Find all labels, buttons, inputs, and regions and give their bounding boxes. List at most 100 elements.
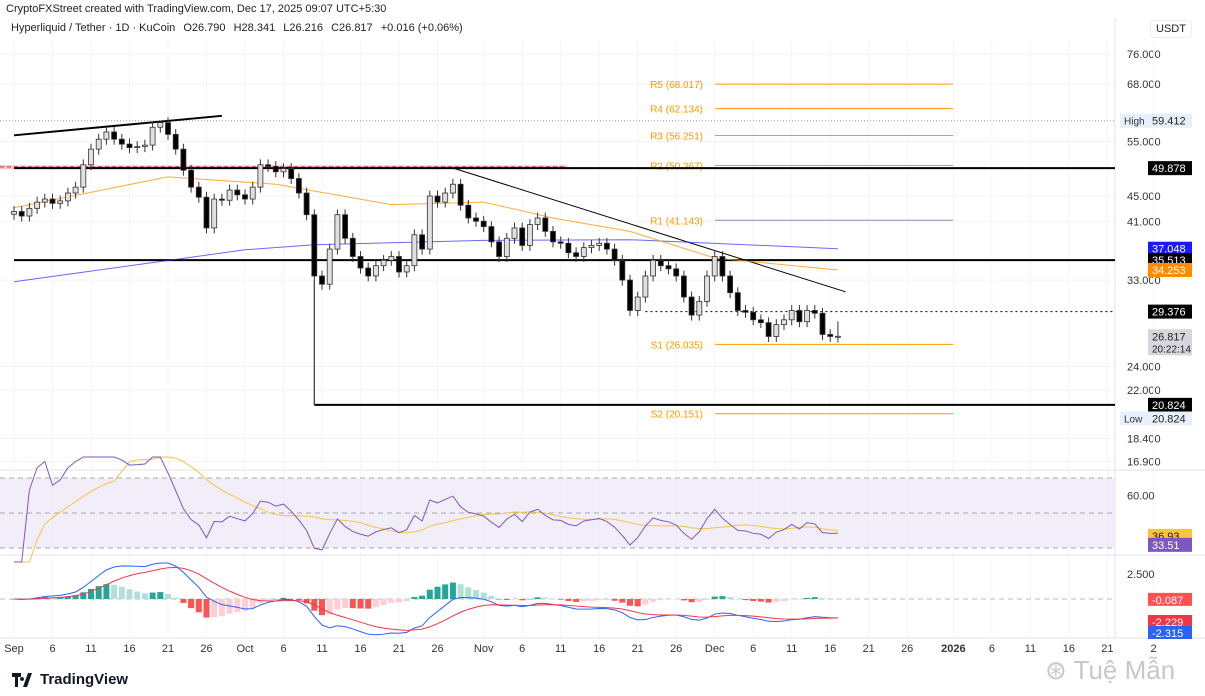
pivot-label-S1: S1 (26.035): [651, 340, 703, 351]
candle: [596, 242, 603, 246]
macd-histogram-bar: [342, 599, 349, 609]
ohlc-change: +0.016 (+0.06%): [380, 22, 463, 34]
candle: [773, 324, 780, 337]
candle: [272, 165, 279, 173]
macd-histogram-bar: [642, 599, 649, 605]
macd-histogram-value: -0.087: [1152, 595, 1183, 607]
macd-histogram-bar: [64, 596, 71, 599]
macd-histogram-bar: [180, 599, 187, 603]
y-tick-label: 33.000: [1127, 275, 1161, 287]
x-tick-label: 26: [200, 643, 212, 655]
currency-button[interactable]: USDT: [1150, 20, 1192, 38]
macd-histogram-bar: [303, 599, 310, 604]
macd-histogram-bar: [757, 599, 764, 602]
macd-histogram-bar: [95, 586, 102, 599]
macd-histogram-bar: [788, 599, 795, 600]
macd-histogram-bar: [519, 599, 526, 601]
badge-tag: High: [1124, 117, 1145, 128]
x-tick-label: 21: [863, 643, 875, 655]
macd-histogram-bar: [388, 599, 395, 603]
candle: [218, 198, 225, 201]
macd-histogram-bar: [526, 598, 533, 600]
macd-histogram-bar: [218, 599, 225, 617]
candle: [811, 310, 818, 314]
candle: [165, 122, 171, 135]
price-badge: [1148, 329, 1192, 356]
y-tick-label: 16.900: [1127, 456, 1161, 468]
x-tick-label: 6: [280, 643, 286, 655]
candle: [172, 133, 179, 150]
macd-histogram-bar: [149, 592, 156, 599]
x-tick-label: 16: [354, 643, 366, 655]
candle: [550, 230, 556, 243]
macd-histogram-bar: [488, 596, 495, 599]
candle: [342, 214, 349, 239]
y-tick-label: 24.000: [1127, 361, 1161, 373]
rsi-badge: [1148, 537, 1192, 552]
candle: [380, 259, 387, 267]
rsi-value: 33.51: [1152, 540, 1180, 552]
candle: [819, 312, 826, 335]
macd-histogram-bar: [426, 589, 433, 599]
macd-histogram-bar: [611, 599, 618, 601]
macd-histogram-bar: [88, 588, 94, 599]
price-badge-text: 26.817: [1152, 331, 1186, 343]
candle: [49, 198, 56, 204]
ohlc-high: H28.341: [233, 22, 276, 34]
macd-histogram-bar: [688, 599, 695, 603]
candle: [734, 292, 741, 311]
x-tick-label: 11: [786, 643, 797, 655]
y-tick-label: 45.000: [1127, 191, 1161, 203]
candle: [457, 183, 464, 206]
x-tick-label: 26: [431, 643, 443, 655]
candle: [611, 248, 618, 261]
macd-histogram-bar: [811, 597, 818, 599]
candle: [180, 148, 187, 171]
y-tick-label: 22.000: [1127, 385, 1161, 397]
candle: [758, 319, 764, 324]
macd-histogram-bar: [657, 599, 664, 601]
candle: [26, 207, 33, 217]
candle: [118, 138, 125, 145]
macd-histogram-bar: [111, 584, 118, 599]
candle: [827, 334, 834, 337]
price-badge-text: 20.824: [1152, 400, 1186, 412]
macd-histogram-bar: [442, 584, 449, 599]
macd-histogram-bar: [557, 599, 564, 600]
candle: [542, 217, 549, 232]
candle: [804, 310, 810, 323]
candle: [403, 265, 410, 273]
candle: [288, 168, 295, 179]
candle: [719, 256, 726, 277]
candle: [642, 275, 649, 298]
macd-histogram-bar: [665, 599, 672, 600]
macd-histogram-bar: [465, 587, 472, 599]
candle: [334, 214, 341, 250]
candle: [319, 275, 325, 285]
macd-histogram-bar: [234, 599, 241, 612]
x-tick-label: 6: [49, 643, 55, 655]
macd-histogram-bar: [334, 599, 341, 610]
macd-histogram-bar: [503, 599, 510, 600]
candle: [696, 301, 703, 316]
x-tick-label: 11: [1025, 643, 1036, 655]
macd-signal-line: [13, 566, 838, 631]
macd-histogram-bar: [457, 584, 464, 599]
candle: [72, 186, 79, 194]
macd-line: [13, 562, 838, 636]
macd-histogram-bar: [203, 599, 210, 618]
candle: [473, 217, 479, 222]
macd-histogram-bar: [280, 597, 287, 599]
x-tick-label: 11: [85, 643, 96, 655]
candle: [488, 226, 495, 243]
candle: [141, 144, 148, 148]
macd-histogram-bar: [734, 598, 741, 600]
candle: [604, 242, 610, 250]
x-tick-label: 2: [1151, 643, 1157, 655]
x-tick-label: 26: [670, 643, 682, 655]
macd-histogram-bar: [719, 596, 726, 599]
x-tick-label: 21: [1101, 643, 1113, 655]
macd-histogram-bar: [365, 599, 372, 609]
price-badge: [1148, 161, 1192, 176]
